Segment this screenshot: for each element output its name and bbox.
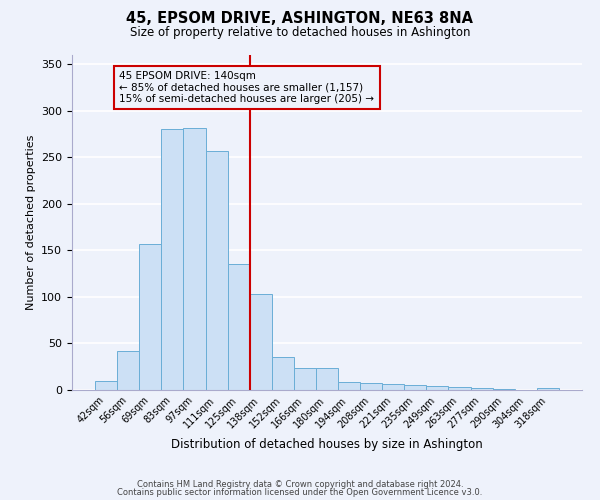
Text: 45, EPSOM DRIVE, ASHINGTON, NE63 8NA: 45, EPSOM DRIVE, ASHINGTON, NE63 8NA	[127, 11, 473, 26]
Bar	[470, 388, 493, 390]
Bar	[272, 356, 294, 390]
Text: Contains HM Land Registry data © Crown copyright and database right 2024.: Contains HM Land Registry data © Crown c…	[137, 480, 463, 489]
Bar	[250, 294, 272, 390]
Bar	[537, 388, 559, 390]
Bar	[95, 380, 117, 390]
Text: Size of property relative to detached houses in Ashington: Size of property relative to detached ho…	[130, 26, 470, 39]
Bar	[161, 130, 184, 390]
Bar	[360, 382, 382, 390]
Y-axis label: Number of detached properties: Number of detached properties	[26, 135, 35, 310]
Bar	[404, 386, 427, 390]
Bar	[493, 389, 515, 390]
Bar	[227, 264, 250, 390]
Bar	[316, 368, 338, 390]
Bar	[448, 387, 470, 390]
Bar	[338, 382, 360, 390]
Bar	[117, 351, 139, 390]
Bar	[427, 386, 448, 390]
Text: Contains public sector information licensed under the Open Government Licence v3: Contains public sector information licen…	[118, 488, 482, 497]
Text: 45 EPSOM DRIVE: 140sqm
← 85% of detached houses are smaller (1,157)
15% of semi-: 45 EPSOM DRIVE: 140sqm ← 85% of detached…	[119, 71, 374, 104]
Bar	[294, 368, 316, 390]
Bar	[382, 384, 404, 390]
Bar	[184, 128, 206, 390]
X-axis label: Distribution of detached houses by size in Ashington: Distribution of detached houses by size …	[171, 438, 483, 451]
Bar	[206, 151, 227, 390]
Bar	[139, 244, 161, 390]
